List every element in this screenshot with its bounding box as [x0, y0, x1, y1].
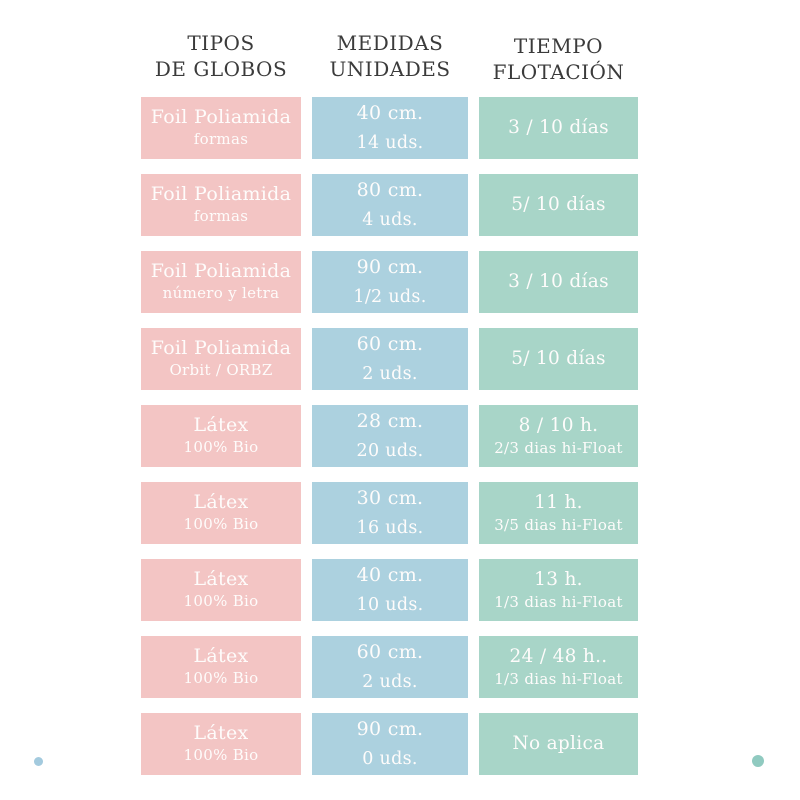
cell-tipo-globo: Látex 100% Bio	[141, 636, 301, 698]
table-header-row: TIPOS DE GLOBOS MEDIDAS UNIDADES TIEMPO …	[141, 30, 638, 86]
cell-medida-unidades: 40 cm. 10 uds.	[312, 559, 468, 621]
cell-tiempo-flotacion: 3 / 10 días	[479, 251, 638, 313]
cell-text-line1: 28 cm.	[356, 410, 424, 433]
cell-tiempo-flotacion: 24 / 48 h.. 1/3 dias hi-Float	[479, 636, 638, 698]
cell-text-line1: 11 h.	[534, 491, 583, 513]
column-header-medidas-unidades: MEDIDAS UNIDADES	[312, 30, 468, 86]
cell-medida-unidades: 60 cm. 2 uds.	[312, 328, 468, 390]
cell-tiempo-flotacion: 13 h. 1/3 dias hi-Float	[479, 559, 638, 621]
cell-text-line1: 60 cm.	[356, 641, 424, 664]
cell-text-line1: 40 cm.	[356, 102, 424, 125]
cell-text-line2: 14 uds.	[356, 132, 424, 153]
column-header-tiempo-flotacion: TIEMPO FLOTACIÓN	[479, 30, 638, 86]
cell-text-line1: Foil Poliamida	[150, 106, 292, 129]
cell-tipo-globo: Foil Poliamida formas	[141, 174, 301, 236]
cell-text-line1: 3 / 10 días	[508, 270, 609, 292]
cell-text-line2: formas	[193, 207, 249, 226]
header-line1: MEDIDAS	[336, 31, 444, 55]
cell-text-line2: 100% Bio	[183, 438, 259, 457]
header-line2: UNIDADES	[329, 57, 451, 82]
cell-tipo-globo: Látex 100% Bio	[141, 713, 301, 775]
cell-tipo-globo: Látex 100% Bio	[141, 405, 301, 467]
cell-text-line1: No aplica	[512, 732, 605, 754]
cell-medida-unidades: 60 cm. 2 uds.	[312, 636, 468, 698]
cell-medida-unidades: 80 cm. 4 uds.	[312, 174, 468, 236]
cell-tiempo-flotacion: 8 / 10 h. 2/3 dias hi-Float	[479, 405, 638, 467]
cell-text-line1: Látex	[193, 568, 249, 591]
cell-text-line1: 80 cm.	[356, 179, 424, 202]
cell-text-line1: 8 / 10 h.	[518, 414, 599, 436]
cell-text-line2: 4 uds.	[362, 209, 418, 230]
cell-text-line2: 1/2 uds.	[353, 286, 427, 307]
cell-text-line2: 1/3 dias hi-Float	[494, 592, 623, 611]
cell-text-line2: 1/3 dias hi-Float	[494, 669, 623, 688]
cell-text-line2: 100% Bio	[183, 592, 259, 611]
cell-text-line2: 2 uds.	[362, 671, 418, 692]
cell-text-line1: Látex	[193, 414, 249, 437]
cell-tiempo-flotacion: 5/ 10 días	[479, 174, 638, 236]
cell-tiempo-flotacion: 3 / 10 días	[479, 97, 638, 159]
cell-text-line2: 2/3 dias hi-Float	[494, 438, 623, 457]
cell-text-line2: 20 uds.	[356, 440, 424, 461]
cell-medida-unidades: 30 cm. 16 uds.	[312, 482, 468, 544]
decoration-dot-blue	[34, 757, 43, 766]
cell-text-line2: 100% Bio	[183, 746, 259, 765]
cell-text-line1: 30 cm.	[356, 487, 424, 510]
header-line2: FLOTACIÓN	[492, 60, 625, 85]
cell-tipo-globo: Foil Poliamida número y letra	[141, 251, 301, 313]
header-line2: DE GLOBOS	[154, 57, 288, 82]
cell-text-line1: 24 / 48 h..	[509, 645, 608, 667]
cell-tipo-globo: Foil Poliamida formas	[141, 97, 301, 159]
cell-text-line1: 5/ 10 días	[511, 347, 606, 369]
cell-text-line2: 100% Bio	[183, 515, 259, 534]
cell-text-line1: 3 / 10 días	[508, 116, 609, 138]
header-line1: TIPOS	[187, 31, 255, 55]
cell-tipo-globo: Látex 100% Bio	[141, 559, 301, 621]
cell-text-line2: número y letra	[162, 284, 280, 303]
cell-text-line1: Látex	[193, 645, 249, 668]
decoration-dot-teal	[752, 755, 764, 767]
cell-text-line2: 16 uds.	[356, 517, 424, 538]
cell-text-line1: 90 cm.	[356, 718, 424, 741]
cell-tiempo-flotacion: No aplica	[479, 713, 638, 775]
cell-text-line2: 100% Bio	[183, 669, 259, 688]
cell-text-line1: Foil Poliamida	[150, 337, 292, 360]
header-line1: TIEMPO	[513, 34, 604, 58]
cell-text-line1: Foil Poliamida	[150, 183, 292, 206]
cell-text-line1: 60 cm.	[356, 333, 424, 356]
cell-medida-unidades: 90 cm. 0 uds.	[312, 713, 468, 775]
cell-text-line2: 0 uds.	[362, 748, 418, 769]
cell-text-line1: 13 h.	[534, 568, 583, 590]
cell-text-line1: 40 cm.	[356, 564, 424, 587]
cell-text-line2: Orbit / ORBZ	[169, 361, 273, 380]
cell-medida-unidades: 28 cm. 20 uds.	[312, 405, 468, 467]
cell-medida-unidades: 90 cm. 1/2 uds.	[312, 251, 468, 313]
cell-text-line1: Látex	[193, 722, 249, 745]
cell-text-line1: Foil Poliamida	[150, 260, 292, 283]
cell-text-line2: 2 uds.	[362, 363, 418, 384]
cell-tipo-globo: Látex 100% Bio	[141, 482, 301, 544]
cell-text-line2: 3/5 dias hi-Float	[494, 515, 623, 534]
cell-text-line1: 90 cm.	[356, 256, 424, 279]
cell-tipo-globo: Foil Poliamida Orbit / ORBZ	[141, 328, 301, 390]
column-header-tipos-de-globos: TIPOS DE GLOBOS	[141, 30, 301, 86]
cell-medida-unidades: 40 cm. 14 uds.	[312, 97, 468, 159]
cell-text-line2: 10 uds.	[356, 594, 424, 615]
cell-text-line1: Látex	[193, 491, 249, 514]
cell-text-line2: formas	[193, 130, 249, 149]
cell-tiempo-flotacion: 11 h. 3/5 dias hi-Float	[479, 482, 638, 544]
cell-text-line1: 5/ 10 días	[511, 193, 606, 215]
balloon-table: Foil Poliamida formas 40 cm. 14 uds. 3 /…	[141, 97, 638, 775]
cell-tiempo-flotacion: 5/ 10 días	[479, 328, 638, 390]
